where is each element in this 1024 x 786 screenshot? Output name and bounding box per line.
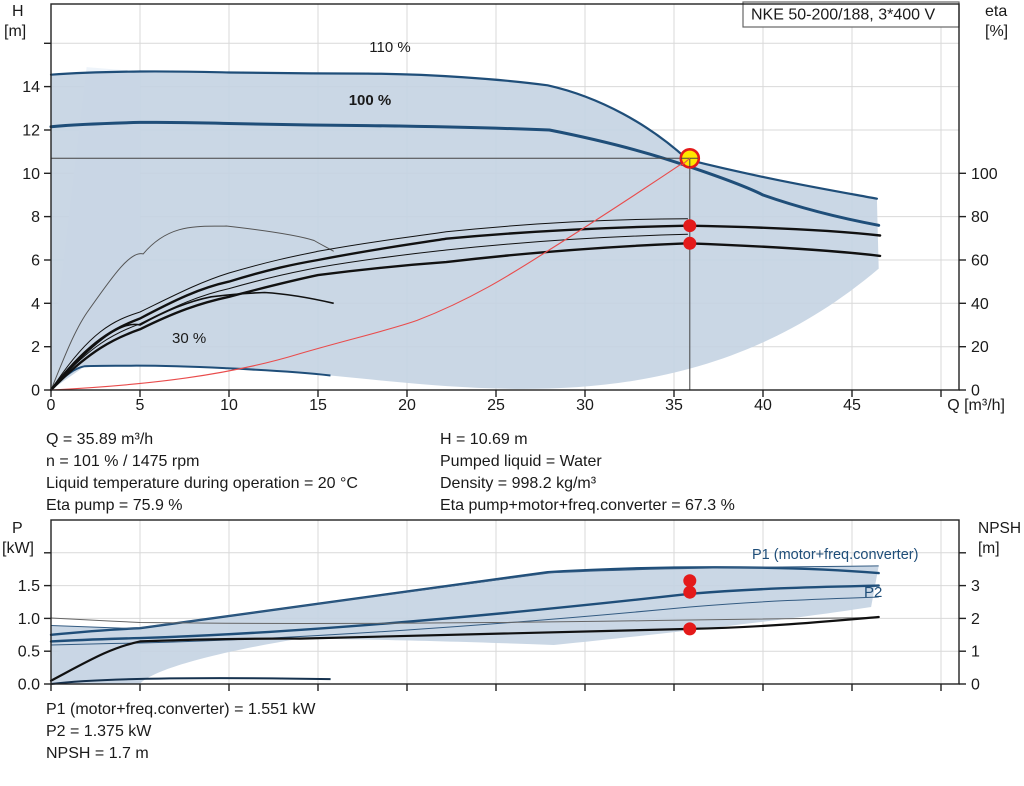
svg-text:eta: eta xyxy=(985,3,1007,20)
svg-text:Pumped liquid = Water: Pumped liquid = Water xyxy=(440,453,602,470)
svg-text:20: 20 xyxy=(971,339,989,356)
svg-text:P1 (motor+freq.converter): P1 (motor+freq.converter) xyxy=(752,547,918,563)
svg-text:H = 10.69 m: H = 10.69 m xyxy=(440,431,528,448)
svg-text:NPSH = 1.7 m: NPSH = 1.7 m xyxy=(46,745,149,762)
svg-text:2: 2 xyxy=(971,611,980,628)
svg-text:P2: P2 xyxy=(864,584,882,601)
svg-text:0: 0 xyxy=(971,677,980,694)
svg-text:40: 40 xyxy=(971,296,989,313)
svg-text:[%]: [%] xyxy=(985,23,1008,40)
svg-text:Density = 998.2 kg/m³: Density = 998.2 kg/m³ xyxy=(440,475,597,492)
svg-text:6: 6 xyxy=(31,253,40,270)
svg-text:30: 30 xyxy=(576,397,594,414)
svg-text:35: 35 xyxy=(665,397,683,414)
svg-text:25: 25 xyxy=(487,397,505,414)
svg-text:H: H xyxy=(12,3,24,20)
svg-text:0.0: 0.0 xyxy=(18,677,40,694)
svg-text:P1 (motor+freq.converter) = 1.: P1 (motor+freq.converter) = 1.551 kW xyxy=(46,701,316,718)
svg-text:Eta pump+motor+freq.converter: Eta pump+motor+freq.converter = 67.3 % xyxy=(440,497,735,514)
svg-text:2: 2 xyxy=(31,339,40,356)
svg-text:Eta pump = 75.9 %: Eta pump = 75.9 % xyxy=(46,497,183,514)
svg-text:[kW]: [kW] xyxy=(2,540,34,557)
svg-text:0: 0 xyxy=(31,383,40,400)
svg-text:n = 101 % / 1475 rpm: n = 101 % / 1475 rpm xyxy=(46,453,199,470)
svg-text:8: 8 xyxy=(31,209,40,226)
svg-text:40: 40 xyxy=(754,397,772,414)
svg-text:NPSH: NPSH xyxy=(978,520,1021,537)
svg-text:20: 20 xyxy=(398,397,416,414)
svg-text:100 %: 100 % xyxy=(349,92,392,109)
svg-text:110 %: 110 % xyxy=(369,39,410,56)
svg-text:12: 12 xyxy=(22,123,40,140)
svg-text:100: 100 xyxy=(971,166,998,183)
svg-text:Q = 35.89 m³/h: Q = 35.89 m³/h xyxy=(46,431,153,448)
svg-text:[m]: [m] xyxy=(978,540,1000,557)
svg-text:5: 5 xyxy=(136,397,145,414)
svg-text:1.5: 1.5 xyxy=(18,578,40,595)
svg-text:0: 0 xyxy=(971,383,980,400)
svg-text:60: 60 xyxy=(971,253,989,270)
svg-text:Liquid temperature during oper: Liquid temperature during operation = 20… xyxy=(46,475,358,492)
svg-text:10: 10 xyxy=(220,397,238,414)
svg-text:3: 3 xyxy=(971,578,980,595)
svg-text:14: 14 xyxy=(22,79,40,96)
svg-text:Q [m³/h]: Q [m³/h] xyxy=(947,397,1005,414)
svg-text:4: 4 xyxy=(31,296,40,313)
svg-text:30 %: 30 % xyxy=(172,330,206,347)
svg-text:0.5: 0.5 xyxy=(18,644,40,661)
svg-text:0: 0 xyxy=(47,397,56,414)
svg-text:10: 10 xyxy=(22,166,40,183)
svg-text:45: 45 xyxy=(843,397,861,414)
svg-text:1: 1 xyxy=(971,644,980,661)
svg-text:15: 15 xyxy=(309,397,327,414)
svg-text:P2 = 1.375 kW: P2 = 1.375 kW xyxy=(46,723,152,740)
svg-text:80: 80 xyxy=(971,209,989,226)
svg-text:P: P xyxy=(12,520,23,537)
svg-text:NKE 50-200/188, 3*400 V: NKE 50-200/188, 3*400 V xyxy=(751,7,935,24)
svg-text:1.0: 1.0 xyxy=(18,611,40,628)
svg-text:[m]: [m] xyxy=(4,23,26,40)
